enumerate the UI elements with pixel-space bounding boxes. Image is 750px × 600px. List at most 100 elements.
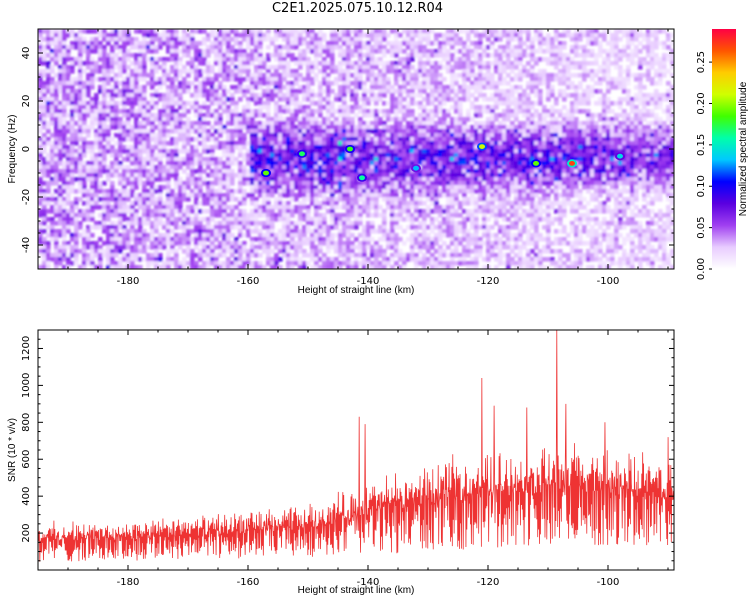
heatmap-cell <box>262 161 267 166</box>
heatmap-cell <box>474 53 479 58</box>
heatmap-cell <box>478 45 483 50</box>
heatmap-cell <box>550 37 555 42</box>
heatmap-cell <box>358 61 363 66</box>
heatmap-cell <box>358 153 363 158</box>
heatmap-cell <box>234 73 239 78</box>
heatmap-cell <box>254 173 259 178</box>
heatmap-cell <box>466 65 471 70</box>
heatmap-cell <box>414 29 419 34</box>
heatmap-cell <box>510 61 515 66</box>
heatmap-cell <box>122 41 127 46</box>
heatmap-cell <box>346 77 351 82</box>
heatmap-cell <box>642 173 647 178</box>
heatmap-cell <box>270 157 275 162</box>
heatmap-cell <box>434 141 439 146</box>
heatmap-cell <box>98 101 103 106</box>
heatmap-cell <box>382 125 387 130</box>
heatmap-cell <box>442 157 447 162</box>
heatmap-cell <box>490 149 495 154</box>
heatmap-cell <box>122 45 127 50</box>
heatmap-cell <box>302 77 307 82</box>
heatmap-cell <box>482 81 487 86</box>
heatmap-cell <box>406 109 411 114</box>
heatmap-cell <box>334 93 339 98</box>
heatmap-cell <box>334 41 339 46</box>
heatmap-cell <box>654 129 659 134</box>
heatmap-cell <box>242 173 247 178</box>
heatmap-cell <box>506 153 511 158</box>
heatmap-cell <box>346 157 351 162</box>
heatmap-cell <box>58 141 63 146</box>
heatmap-cell <box>518 33 523 38</box>
heatmap-cell <box>266 129 271 134</box>
heatmap-cell <box>238 89 243 94</box>
heatmap-cell <box>134 61 139 66</box>
heatmap-cell <box>38 125 43 130</box>
heatmap-cell <box>390 109 395 114</box>
heatmap-cell <box>410 65 415 70</box>
heatmap-cell <box>178 177 183 182</box>
heatmap-cell <box>562 57 567 62</box>
heatmap-cell <box>226 73 231 78</box>
heatmap-cell <box>334 149 339 154</box>
heatmap-cell <box>318 113 323 118</box>
heatmap-cell <box>174 93 179 98</box>
heatmap-cell <box>542 177 547 182</box>
heatmap-cell <box>258 69 263 74</box>
heatmap-cell <box>362 157 367 162</box>
heatmap-cell <box>394 121 399 126</box>
heatmap-cell <box>254 177 259 182</box>
heatmap-cell <box>106 149 111 154</box>
heatmap-cell <box>426 165 431 170</box>
heatmap-cell <box>594 57 599 62</box>
heatmap-cell <box>542 169 547 174</box>
heatmap-cell <box>438 137 443 142</box>
heatmap-cell <box>630 73 635 78</box>
heatmap-cell <box>642 109 647 114</box>
heatmap-cell <box>38 137 43 142</box>
heatmap-cell <box>182 49 187 54</box>
heatmap-cell <box>470 173 475 178</box>
heatmap-cell <box>518 153 523 158</box>
heatmap-cell <box>630 29 635 34</box>
heatmap-cell <box>366 169 371 174</box>
heatmap-cell <box>434 125 439 130</box>
heatmap-cell <box>98 137 103 142</box>
heatmap-cell <box>434 93 439 98</box>
heatmap-cell <box>422 61 427 66</box>
heatmap-cell <box>246 61 251 66</box>
heatmap-cell <box>274 173 279 178</box>
heatmap-cell <box>242 105 247 110</box>
heatmap-cell <box>610 41 615 46</box>
heatmap-cell <box>122 61 127 66</box>
heatmap-cell <box>498 73 503 78</box>
heatmap-cell <box>398 105 403 110</box>
heatmap-cell <box>234 129 239 134</box>
heatmap-cell <box>590 137 595 142</box>
heatmap-cell <box>458 65 463 70</box>
heatmap-cell <box>246 73 251 78</box>
heatmap-cell <box>162 73 167 78</box>
heatmap-cell <box>542 125 547 130</box>
heatmap-cell <box>318 53 323 58</box>
heatmap-cell <box>410 141 415 146</box>
heatmap-cell <box>618 57 623 62</box>
heatmap-cell <box>450 161 455 166</box>
heatmap-cell <box>206 109 211 114</box>
heatmap-cell <box>534 49 539 54</box>
heatmap-cell <box>222 169 227 174</box>
heatmap-cell <box>154 169 159 174</box>
heatmap-cell <box>150 129 155 134</box>
heatmap-cell <box>554 133 559 138</box>
heatmap-cell <box>302 121 307 126</box>
heatmap-cell <box>518 49 523 54</box>
heatmap-cell <box>514 105 519 110</box>
heatmap-cell <box>434 113 439 118</box>
heatmap-cell <box>362 93 367 98</box>
heatmap-cell <box>630 61 635 66</box>
heatmap-cell <box>426 53 431 58</box>
heatmap-cell <box>46 105 51 110</box>
heatmap-cell <box>390 169 395 174</box>
heatmap-cell <box>146 129 151 134</box>
heatmap-cell <box>62 69 67 74</box>
